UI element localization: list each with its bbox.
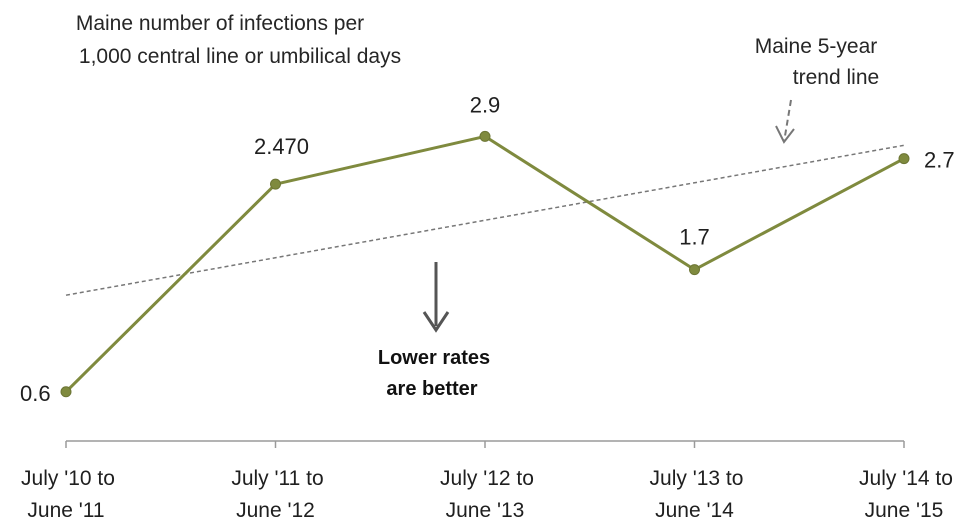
trend-arrow-shaft — [783, 99, 792, 143]
series-title-line-1: Maine number of infections per — [76, 12, 364, 35]
x-tick-label-4-0: July '14 to — [859, 467, 953, 490]
note-line-2: are better — [386, 378, 477, 400]
series-title: Maine number of infections per 1,000 cen… — [76, 12, 401, 68]
x-tick-label-3-0: July '13 to — [650, 467, 744, 490]
note-line-1: Lower rates — [378, 347, 490, 369]
x-tick-label-0-0: July '10 to — [21, 467, 115, 490]
data-point-4 — [898, 153, 910, 165]
data-point-2 — [479, 130, 491, 142]
data-label-1: 2.470 — [254, 134, 309, 159]
data-label-0: 0.6 — [20, 381, 51, 406]
x-tick-label-3-1: June '14 — [655, 499, 734, 522]
series-points — [60, 130, 910, 398]
x-tick-label-2-1: June '13 — [446, 499, 525, 522]
trend-arrow-head — [775, 125, 795, 144]
lower-rates-note: Lower rates are better — [378, 347, 490, 400]
data-point-3 — [689, 264, 700, 276]
data-label-4: 2.7 — [924, 148, 955, 173]
x-tick-label-2-0: July '12 to — [440, 467, 534, 490]
trend-label-line-1: Maine 5-year — [755, 35, 878, 58]
trend-line-label: Maine 5-year trend line — [755, 35, 879, 89]
data-label-3: 1.7 — [679, 225, 710, 250]
lower-rates-arrow-icon — [422, 262, 450, 333]
data-point-0 — [60, 386, 72, 398]
trend-label-line-2: trend line — [793, 66, 879, 89]
x-tick-label-0-1: June '11 — [27, 499, 104, 522]
trend-line — [65, 144, 905, 296]
x-tick-label-1-1: June '12 — [236, 499, 315, 522]
data-labels: 0.6 2.470 2.9 1.7 2.7 — [20, 92, 955, 405]
data-label-2: 2.9 — [470, 92, 501, 117]
data-point-1 — [270, 178, 281, 190]
x-axis-ticks — [65, 441, 905, 448]
x-tick-label-4-1: June '15 — [865, 499, 944, 522]
x-axis-labels: July '10 to June '11 July '11 to June '12 Ju… — [21, 467, 953, 522]
x-tick-label-1-0: July '11 to — [231, 467, 323, 490]
series-title-line-2: 1,000 central line or umbilical days — [79, 45, 401, 68]
note-arrow-head — [422, 311, 450, 333]
trend-label-arrow — [775, 99, 795, 144]
